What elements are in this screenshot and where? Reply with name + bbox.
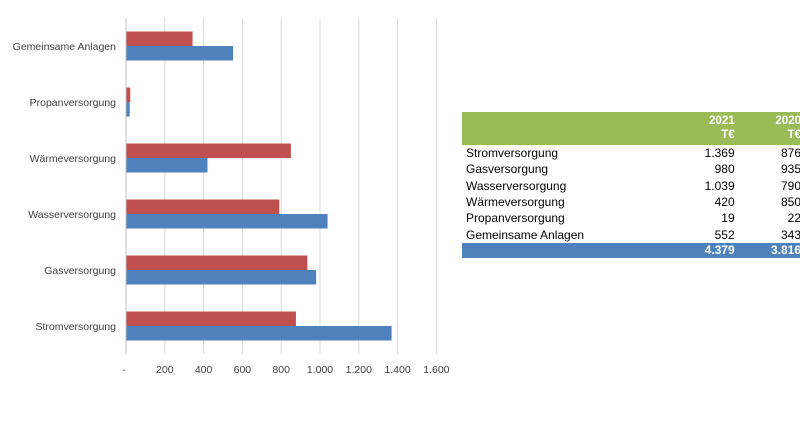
header-year-2020: 2020: [740, 112, 800, 128]
row-label-cell: Wasserversorgung: [466, 178, 567, 193]
header-unit-2020: T€: [740, 128, 800, 145]
table-total-row: 4.379 3.816: [462, 242, 800, 258]
bar: [126, 255, 308, 270]
gridlines: [164, 18, 437, 354]
category-labels: Gemeinsame Anlagen Propanversorgung Wärmev…: [13, 41, 116, 333]
row-value-2020: 343: [780, 227, 800, 242]
header-empty-cell: [462, 112, 675, 128]
bar: [126, 326, 392, 341]
category-label: Gasversorgung: [44, 265, 116, 277]
row-value-2021: 552: [714, 227, 735, 242]
row-value-2021: 1.039: [704, 178, 735, 193]
bar: [126, 143, 291, 158]
x-tick-label: -: [122, 364, 126, 376]
row-value-2020: 790: [780, 178, 800, 193]
table-row: Gasversorgung 980 935: [462, 161, 800, 177]
bar: [126, 102, 130, 117]
x-tick-label: 1.400: [384, 364, 410, 376]
x-tick-label: 1.600: [423, 364, 449, 376]
total-2020: 3.816: [740, 242, 800, 258]
row-value-2020: 876: [780, 146, 800, 161]
total-label-cell: [462, 242, 675, 258]
x-tick-label: 600: [234, 364, 252, 376]
bar: [126, 214, 328, 229]
category-label: Propanversorgung: [30, 97, 117, 109]
x-axis-tick-labels: - 200 400 600 800 1.000 1.200 1.400 1.600: [122, 364, 449, 376]
x-tick-label: 1.000: [307, 364, 333, 376]
table-header-row-units: T€ T€: [462, 128, 800, 145]
row-value-2021: 420: [714, 195, 735, 210]
row-label-cell: Stromversorgung: [466, 146, 559, 161]
table-row: Gemeinsame Anlagen 552 343: [462, 226, 800, 242]
header-year-2021: 2021: [674, 112, 741, 128]
bar: [126, 158, 208, 173]
table-body: Stromversorgung 1.369 876 Gasversorgung 980 9…: [462, 145, 800, 243]
x-tick-label: 800: [272, 364, 290, 376]
bar: [126, 87, 131, 102]
bar: [126, 31, 193, 46]
row-value-2021: 1.369: [704, 146, 735, 161]
row-value-2020: 850: [780, 195, 800, 210]
bars: [126, 31, 392, 341]
row-label-cell: Propanversorgung: [466, 211, 565, 226]
header-empty-cell: [462, 128, 675, 145]
row-label-cell: Gasversorgung: [466, 162, 549, 177]
row-value-2020: 935: [780, 162, 800, 177]
total-2021: 4.379: [674, 242, 741, 258]
row-label-cell: Gemeinsame Anlagen: [466, 227, 585, 242]
table-header-row-years: 2021 2020: [462, 112, 800, 128]
category-label: Wasserversorgung: [28, 209, 116, 221]
data-table: 2021 2020 T€ T€ Stromversorgung 1.369 876 G…: [462, 112, 800, 258]
x-tick-label: 200: [156, 364, 174, 376]
header-unit-2021: T€: [674, 128, 741, 145]
category-label: Gemeinsame Anlagen: [13, 41, 116, 53]
bar: [126, 270, 317, 285]
table-row: Wasserversorgung 1.039 790: [462, 178, 800, 194]
bar: [126, 199, 280, 214]
category-label: Wärmeversorgung: [30, 153, 117, 165]
row-value-2020: 22: [787, 211, 800, 226]
row-value-2021: 980: [714, 162, 735, 177]
row-label-cell: Wärmeversorgung: [466, 195, 565, 210]
bar: [126, 311, 296, 326]
x-tick-label: 400: [195, 364, 213, 376]
bar: [126, 46, 234, 61]
table-row: Wärmeversorgung 420 850: [462, 194, 800, 210]
category-label: Stromversorgung: [35, 321, 116, 333]
x-tick-label: 1.200: [346, 364, 372, 376]
bar-chart: Gemeinsame Anlagen Propanversorgung Wärmev…: [13, 18, 450, 376]
row-value-2021: 19: [721, 211, 735, 226]
table-row: Propanversorgung 19 22: [462, 210, 800, 226]
table-row: Stromversorgung 1.369 876: [462, 145, 800, 161]
